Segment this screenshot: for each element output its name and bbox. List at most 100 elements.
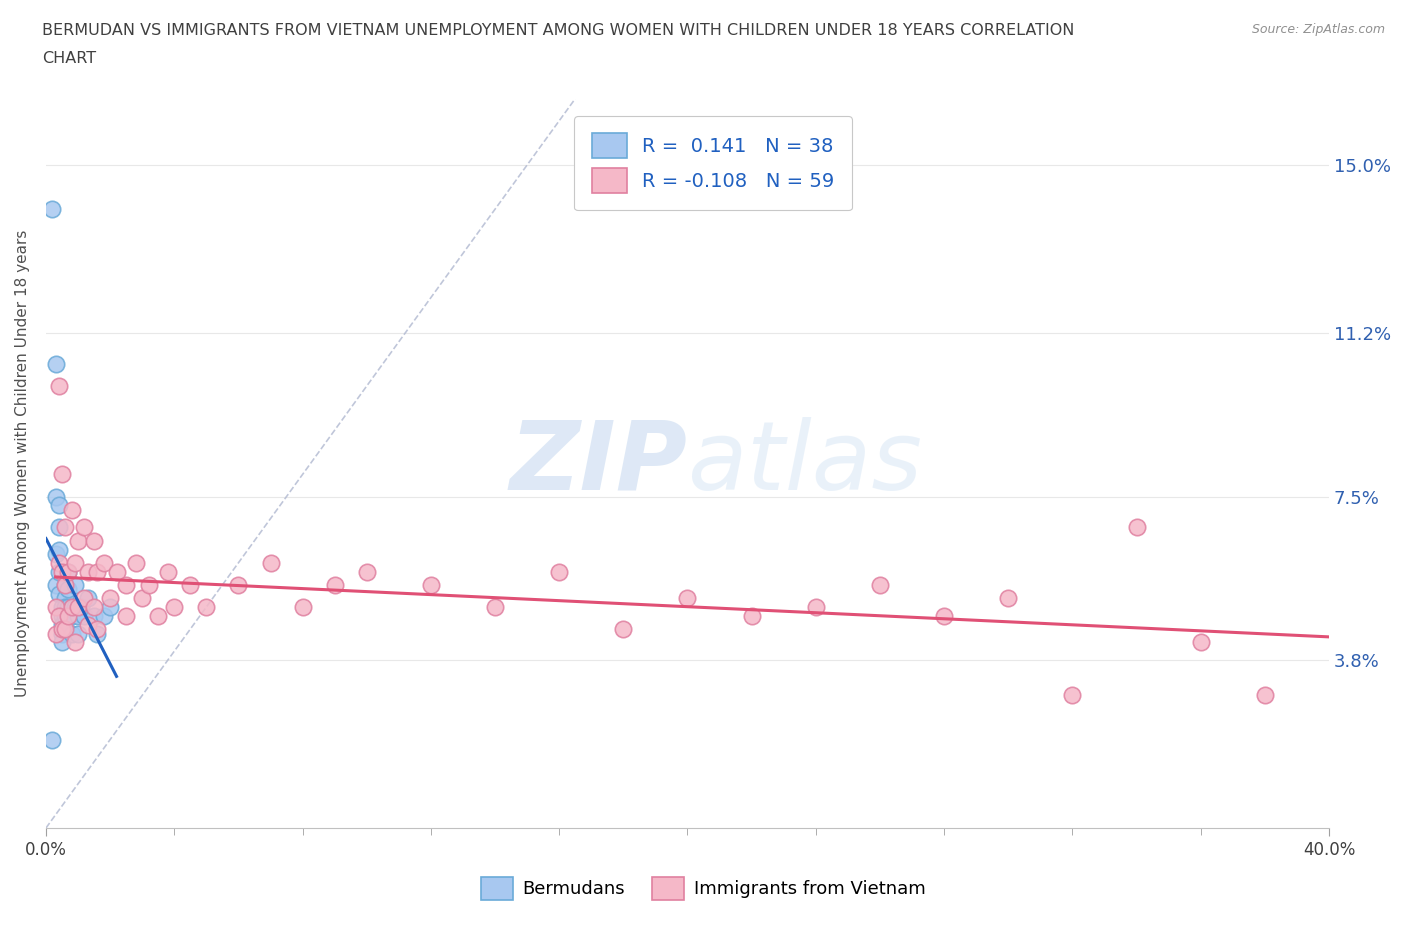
- Point: [41, 202, 63, 217]
- Point: [1254, 688, 1277, 703]
- Point: [291, 600, 314, 615]
- Text: ZIP: ZIP: [509, 417, 688, 510]
- Point: [58, 565, 80, 579]
- Point: [93, 555, 115, 570]
- Point: [48, 565, 70, 579]
- Point: [1125, 520, 1147, 535]
- Point: [67, 608, 90, 623]
- Point: [58, 565, 80, 579]
- Point: [63, 555, 86, 570]
- Point: [60, 502, 83, 517]
- Point: [131, 591, 153, 605]
- Point: [53, 621, 76, 636]
- Point: [51, 626, 73, 641]
- Point: [125, 555, 148, 570]
- Point: [86, 621, 108, 636]
- Point: [45, 626, 67, 641]
- Point: [48, 542, 70, 557]
- Point: [73, 608, 96, 623]
- Point: [138, 578, 160, 592]
- Point: [73, 591, 96, 605]
- Point: [195, 600, 218, 615]
- Point: [86, 626, 108, 641]
- Point: [51, 618, 73, 632]
- Point: [45, 356, 67, 371]
- Legend: Bermudans, Immigrants from Vietnam: Bermudans, Immigrants from Vietnam: [474, 870, 932, 907]
- Point: [70, 600, 93, 615]
- Point: [323, 578, 346, 592]
- Point: [58, 600, 80, 615]
- Point: [53, 578, 76, 592]
- Point: [51, 635, 73, 650]
- Point: [45, 578, 67, 592]
- Point: [51, 621, 73, 636]
- Point: [86, 565, 108, 579]
- Point: [63, 635, 86, 650]
- Point: [53, 621, 76, 636]
- Point: [741, 608, 763, 623]
- Point: [48, 520, 70, 535]
- Point: [548, 565, 571, 579]
- Point: [228, 578, 250, 592]
- Legend: R =  0.141   N = 38, R = -0.108   N = 59: R = 0.141 N = 38, R = -0.108 N = 59: [574, 115, 852, 210]
- Point: [51, 565, 73, 579]
- Point: [163, 600, 186, 615]
- Point: [1062, 688, 1084, 703]
- Point: [156, 565, 179, 579]
- Point: [356, 565, 378, 579]
- Point: [53, 600, 76, 615]
- Point: [60, 626, 83, 641]
- Point: [60, 608, 83, 623]
- Text: Source: ZipAtlas.com: Source: ZipAtlas.com: [1251, 23, 1385, 36]
- Point: [98, 591, 121, 605]
- Point: [45, 600, 67, 615]
- Point: [51, 600, 73, 615]
- Point: [83, 533, 105, 548]
- Point: [76, 591, 98, 605]
- Point: [259, 555, 281, 570]
- Point: [58, 608, 80, 623]
- Point: [67, 600, 90, 615]
- Point: [869, 578, 891, 592]
- Point: [67, 626, 90, 641]
- Point: [60, 600, 83, 615]
- Text: BERMUDAN VS IMMIGRANTS FROM VIETNAM UNEMPLOYMENT AMONG WOMEN WITH CHILDREN UNDER: BERMUDAN VS IMMIGRANTS FROM VIETNAM UNEM…: [42, 23, 1074, 38]
- Point: [83, 600, 105, 615]
- Point: [484, 600, 506, 615]
- Point: [73, 520, 96, 535]
- Point: [45, 547, 67, 562]
- Point: [93, 608, 115, 623]
- Point: [67, 533, 90, 548]
- Point: [115, 608, 138, 623]
- Point: [83, 608, 105, 623]
- Point: [53, 591, 76, 605]
- Point: [932, 608, 955, 623]
- Point: [76, 618, 98, 632]
- Point: [148, 608, 170, 623]
- Point: [419, 578, 441, 592]
- Point: [1189, 635, 1212, 650]
- Y-axis label: Unemployment Among Women with Children Under 18 years: Unemployment Among Women with Children U…: [15, 230, 30, 698]
- Point: [115, 578, 138, 592]
- Point: [76, 565, 98, 579]
- Point: [48, 555, 70, 570]
- Point: [41, 732, 63, 747]
- Point: [63, 578, 86, 592]
- Point: [51, 467, 73, 482]
- Point: [53, 578, 76, 592]
- Point: [53, 520, 76, 535]
- Text: atlas: atlas: [688, 417, 922, 510]
- Point: [179, 578, 201, 592]
- Point: [997, 591, 1019, 605]
- Point: [51, 608, 73, 623]
- Point: [48, 379, 70, 393]
- Point: [58, 582, 80, 597]
- Point: [804, 600, 827, 615]
- Point: [98, 600, 121, 615]
- Point: [676, 591, 699, 605]
- Point: [48, 586, 70, 601]
- Point: [45, 489, 67, 504]
- Point: [48, 608, 70, 623]
- Point: [63, 600, 86, 615]
- Point: [60, 600, 83, 615]
